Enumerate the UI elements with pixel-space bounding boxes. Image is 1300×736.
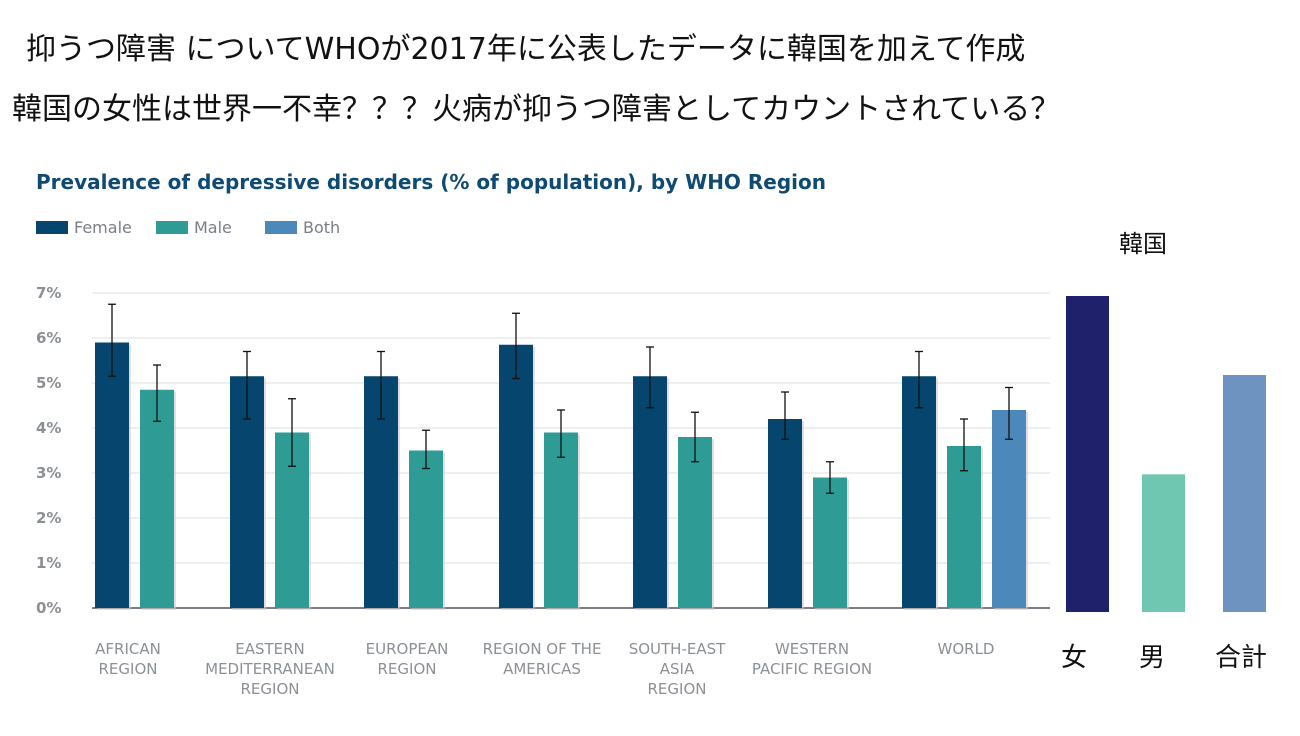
y-tick-label: 2% <box>36 509 61 527</box>
legend-swatch-male <box>156 221 188 234</box>
y-tick-label: 1% <box>36 554 61 572</box>
headline-2: 韓国の女性は世界一不幸？？？火病が抑うつ障害としてカウントされている？ <box>12 92 1061 127</box>
category-label: REGION <box>378 660 437 678</box>
chart-title: Prevalence of depressive disorders (% of… <box>36 170 826 194</box>
bar-female <box>499 344 533 608</box>
legend-label-male: Male <box>194 218 232 237</box>
legend-swatch-female <box>36 221 68 234</box>
bar-female <box>902 376 936 608</box>
korea-bar <box>1142 474 1185 612</box>
category-label: REGION <box>99 660 158 678</box>
category-label: ASIA <box>660 660 695 678</box>
category-label: PACIFIC REGION <box>752 660 872 678</box>
category-label: REGION <box>648 680 707 698</box>
korea-title: 韓国 <box>1119 230 1167 258</box>
bar-male <box>409 450 443 608</box>
y-tick-label: 4% <box>36 419 61 437</box>
category-label: MEDITERRANEAN <box>205 660 335 678</box>
bar-female <box>768 419 802 608</box>
bar-male <box>947 446 981 608</box>
y-tick-label: 0% <box>36 599 61 617</box>
y-tick-label: 5% <box>36 374 61 392</box>
korea-category-label: 男 <box>1139 643 1165 673</box>
y-tick-label: 6% <box>36 329 61 347</box>
y-tick-label: 7% <box>36 284 61 302</box>
category-label: AMERICAS <box>503 660 581 678</box>
category-label: EASTERN <box>235 640 305 658</box>
legend-label-both: Both <box>303 218 340 237</box>
korea-category-label: 女 <box>1061 643 1087 673</box>
bar-male <box>678 437 712 608</box>
y-tick-label: 3% <box>36 464 61 482</box>
category-label: AFRICAN <box>95 640 161 658</box>
category-label: EUROPEAN <box>366 640 449 658</box>
korea-bar <box>1066 296 1109 612</box>
headline-1: 抑うつ障害 についてWHOが2017年に公表したデータに韓国を加えて作成 <box>26 32 1026 67</box>
bar-male <box>813 477 847 608</box>
korea-category-label: 合計 <box>1215 643 1267 673</box>
bar-female <box>95 342 129 608</box>
category-label: WESTERN <box>775 640 849 658</box>
bar-female <box>633 376 667 608</box>
category-label: REGION OF THE <box>483 640 602 658</box>
category-label: SOUTH-EAST <box>629 640 726 658</box>
legend-label-female: Female <box>74 218 132 237</box>
category-label: WORLD <box>938 640 995 658</box>
category-label: REGION <box>241 680 300 698</box>
korea-bar <box>1223 375 1266 612</box>
bar-both <box>992 410 1026 608</box>
bar-male <box>140 389 174 608</box>
bar-male <box>544 432 578 608</box>
legend-swatch-both <box>265 221 297 234</box>
